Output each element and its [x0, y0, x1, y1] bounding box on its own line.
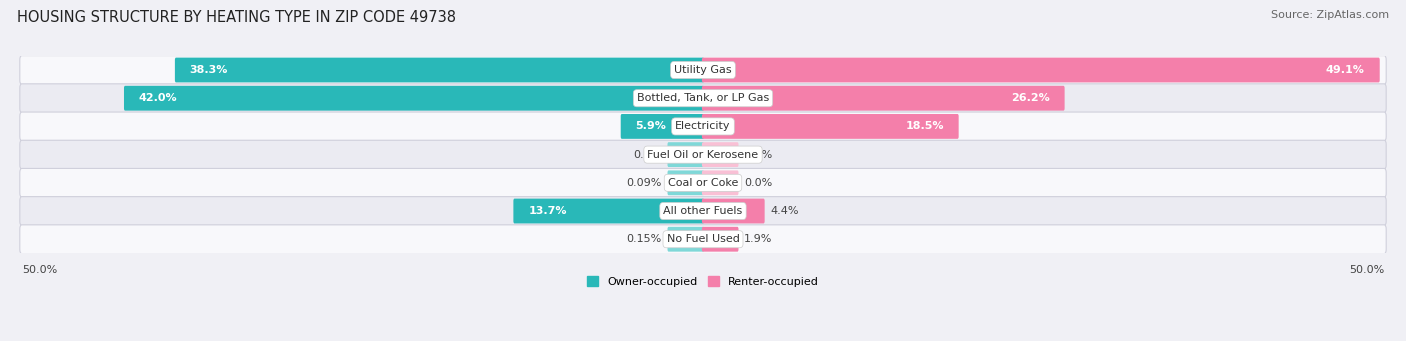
Text: Source: ZipAtlas.com: Source: ZipAtlas.com — [1271, 10, 1389, 20]
FancyBboxPatch shape — [668, 170, 704, 195]
Text: 18.5%: 18.5% — [905, 121, 943, 131]
Legend: Owner-occupied, Renter-occupied: Owner-occupied, Renter-occupied — [582, 272, 824, 291]
Text: 4.4%: 4.4% — [770, 206, 799, 216]
FancyBboxPatch shape — [20, 56, 1386, 85]
FancyBboxPatch shape — [702, 227, 738, 252]
FancyBboxPatch shape — [20, 140, 1386, 169]
Text: Coal or Coke: Coal or Coke — [668, 178, 738, 188]
Text: 38.3%: 38.3% — [190, 65, 228, 75]
Text: 0.09%: 0.09% — [626, 178, 662, 188]
Text: Utility Gas: Utility Gas — [675, 65, 731, 75]
Text: Bottled, Tank, or LP Gas: Bottled, Tank, or LP Gas — [637, 93, 769, 103]
FancyBboxPatch shape — [668, 227, 704, 252]
Text: 50.0%: 50.0% — [1348, 265, 1384, 275]
FancyBboxPatch shape — [513, 198, 704, 223]
Text: 26.2%: 26.2% — [1011, 93, 1050, 103]
Text: 0.0%: 0.0% — [634, 150, 662, 160]
FancyBboxPatch shape — [20, 112, 1386, 141]
FancyBboxPatch shape — [20, 168, 1386, 197]
FancyBboxPatch shape — [702, 114, 959, 139]
FancyBboxPatch shape — [702, 58, 1379, 83]
FancyBboxPatch shape — [668, 142, 704, 167]
FancyBboxPatch shape — [20, 84, 1386, 113]
Text: 42.0%: 42.0% — [139, 93, 177, 103]
FancyBboxPatch shape — [174, 58, 704, 83]
Text: 1.9%: 1.9% — [744, 234, 773, 244]
Text: All other Fuels: All other Fuels — [664, 206, 742, 216]
Text: Fuel Oil or Kerosene: Fuel Oil or Kerosene — [647, 150, 759, 160]
FancyBboxPatch shape — [702, 170, 738, 195]
Text: 5.9%: 5.9% — [636, 121, 666, 131]
FancyBboxPatch shape — [20, 197, 1386, 225]
Text: HOUSING STRUCTURE BY HEATING TYPE IN ZIP CODE 49738: HOUSING STRUCTURE BY HEATING TYPE IN ZIP… — [17, 10, 456, 25]
Text: 0.15%: 0.15% — [627, 234, 662, 244]
Text: 49.1%: 49.1% — [1326, 65, 1365, 75]
Text: No Fuel Used: No Fuel Used — [666, 234, 740, 244]
FancyBboxPatch shape — [702, 142, 738, 167]
FancyBboxPatch shape — [702, 86, 1064, 110]
Text: Electricity: Electricity — [675, 121, 731, 131]
Text: 0.0%: 0.0% — [744, 150, 772, 160]
Text: 0.0%: 0.0% — [744, 178, 772, 188]
FancyBboxPatch shape — [620, 114, 704, 139]
Text: 50.0%: 50.0% — [22, 265, 58, 275]
FancyBboxPatch shape — [124, 86, 704, 110]
FancyBboxPatch shape — [20, 225, 1386, 254]
FancyBboxPatch shape — [702, 198, 765, 223]
Text: 13.7%: 13.7% — [529, 206, 567, 216]
